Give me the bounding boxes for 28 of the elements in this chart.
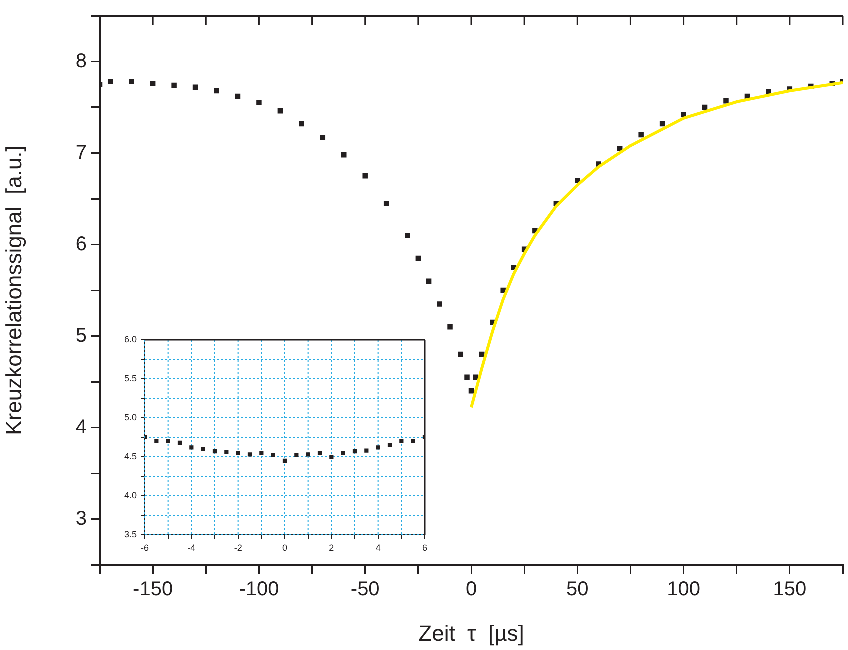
y-axis-title: Kreuzkorrelationssignal [a.u.] [1,146,26,436]
y-tick-label: 5.0 [124,412,137,422]
y-tick-label: 6 [76,233,87,256]
y-tick-label: 5 [76,324,87,347]
y-tick-label: 4.5 [124,451,137,462]
y-tick-label: 6.0 [124,334,137,344]
x-tick-label: -100 [239,578,280,601]
y-tick-label: 5.5 [124,373,137,384]
y-tick-label: 3 [76,508,87,530]
x-tick-label: 4 [376,542,381,553]
y-tick-label: 7 [76,142,87,164]
y-tick-label: 4 [76,416,87,438]
x-axis-title: Zeit τ [µs] [418,620,524,646]
x-tick-label: -2 [234,542,242,553]
x-tick-label: 2 [329,542,334,553]
y-tick-label: 3.5 [124,529,137,540]
x-tick-label: 0 [466,578,478,601]
x-tick-label: -50 [350,578,380,601]
y-tick-label: 4.0 [124,490,137,500]
y-tick-label: 8 [76,50,87,72]
x-tick-label: 0 [282,542,288,553]
x-tick-label: 6 [422,542,428,553]
x-tick-label: 100 [667,578,700,601]
x-tick-label: -150 [133,578,174,601]
x-tick-label: -6 [140,542,150,553]
x-tick-label: 50 [566,578,589,601]
x-tick-label: 150 [773,578,807,601]
x-tick-label: -4 [188,542,196,553]
